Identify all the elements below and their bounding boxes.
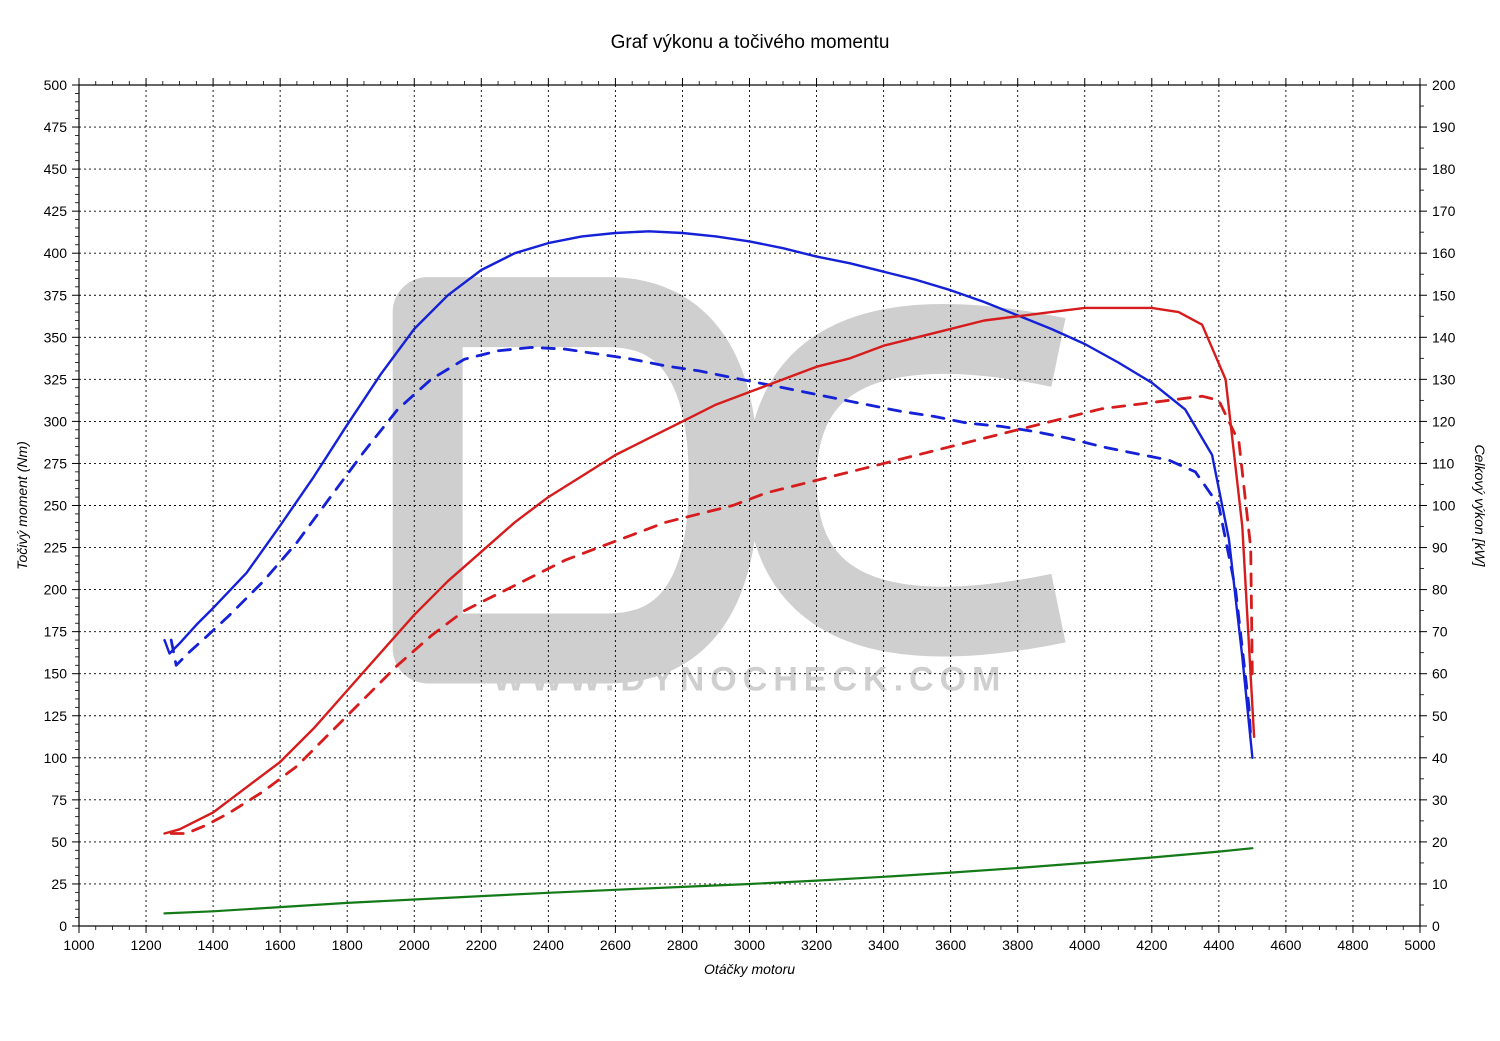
y-left-tick-label: 0 <box>59 918 67 934</box>
y-right-tick-label: 0 <box>1432 918 1440 934</box>
x-tick-label: 1800 <box>332 937 363 953</box>
x-tick-label: 4200 <box>1136 937 1167 953</box>
y-right-tick-label: 100 <box>1432 498 1456 514</box>
y-right-tick-label: 120 <box>1432 413 1456 429</box>
y-right-tick-label: 60 <box>1432 666 1448 682</box>
y-right-axis-label: Celkový výkon [kW] <box>1472 444 1488 567</box>
x-tick-label: 2200 <box>466 937 497 953</box>
y-left-tick-label: 125 <box>44 708 68 724</box>
x-tick-label: 2800 <box>667 937 698 953</box>
y-left-tick-label: 50 <box>51 834 67 850</box>
dyno-chart: WWW.DYNOCHECK.COM10001200140016001800200… <box>0 0 1500 1041</box>
y-right-tick-label: 10 <box>1432 876 1448 892</box>
x-tick-label: 3600 <box>935 937 966 953</box>
y-left-tick-label: 325 <box>44 371 68 387</box>
y-left-tick-label: 350 <box>44 329 68 345</box>
y-left-tick-label: 400 <box>44 245 68 261</box>
x-tick-label: 3400 <box>868 937 899 953</box>
x-tick-label: 2600 <box>600 937 631 953</box>
y-right-tick-label: 140 <box>1432 329 1456 345</box>
y-right-tick-label: 90 <box>1432 540 1448 556</box>
y-left-tick-label: 100 <box>44 750 68 766</box>
y-right-tick-label: 150 <box>1432 287 1456 303</box>
x-tick-label: 1000 <box>63 937 94 953</box>
y-left-tick-label: 275 <box>44 455 68 471</box>
y-right-tick-label: 40 <box>1432 750 1448 766</box>
x-tick-label: 4400 <box>1203 937 1234 953</box>
x-tick-label: 2400 <box>533 937 564 953</box>
x-tick-label: 5000 <box>1404 937 1435 953</box>
y-right-tick-label: 180 <box>1432 161 1456 177</box>
x-tick-label: 3800 <box>1002 937 1033 953</box>
y-right-tick-label: 50 <box>1432 708 1448 724</box>
y-right-tick-label: 160 <box>1432 245 1456 261</box>
x-tick-label: 1400 <box>198 937 229 953</box>
y-left-tick-label: 150 <box>44 666 68 682</box>
y-left-tick-label: 375 <box>44 287 68 303</box>
chart-title: Graf výkonu a točivého momentu <box>611 32 890 53</box>
y-left-axis-label: Točivý moment (Nm) <box>14 441 30 570</box>
chart-svg: WWW.DYNOCHECK.COM10001200140016001800200… <box>0 0 1500 1041</box>
x-tick-label: 1600 <box>265 937 296 953</box>
x-tick-label: 4800 <box>1337 937 1368 953</box>
y-left-tick-label: 175 <box>44 624 68 640</box>
y-left-tick-label: 450 <box>44 161 68 177</box>
y-right-tick-label: 110 <box>1432 455 1455 471</box>
y-right-tick-label: 30 <box>1432 792 1448 808</box>
y-right-tick-label: 20 <box>1432 834 1448 850</box>
y-left-tick-label: 475 <box>44 119 68 135</box>
y-left-tick-label: 200 <box>44 582 68 598</box>
x-tick-label: 2000 <box>399 937 430 953</box>
y-left-tick-label: 25 <box>51 876 67 892</box>
x-tick-label: 3200 <box>801 937 832 953</box>
x-tick-label: 1200 <box>130 937 161 953</box>
x-tick-label: 3000 <box>734 937 765 953</box>
y-left-tick-label: 500 <box>44 77 68 93</box>
y-left-tick-label: 425 <box>44 203 68 219</box>
x-tick-label: 4600 <box>1270 937 1301 953</box>
y-left-tick-label: 250 <box>44 498 68 514</box>
y-left-tick-label: 300 <box>44 413 68 429</box>
y-left-tick-label: 225 <box>44 540 68 556</box>
y-right-tick-label: 170 <box>1432 203 1456 219</box>
y-right-tick-label: 190 <box>1432 119 1456 135</box>
x-axis-label: Otáčky motoru <box>704 961 795 977</box>
y-right-tick-label: 130 <box>1432 371 1456 387</box>
y-right-tick-label: 200 <box>1432 77 1456 93</box>
y-right-tick-label: 80 <box>1432 582 1448 598</box>
x-tick-label: 4000 <box>1069 937 1100 953</box>
y-left-tick-label: 75 <box>51 792 67 808</box>
y-right-tick-label: 70 <box>1432 624 1448 640</box>
